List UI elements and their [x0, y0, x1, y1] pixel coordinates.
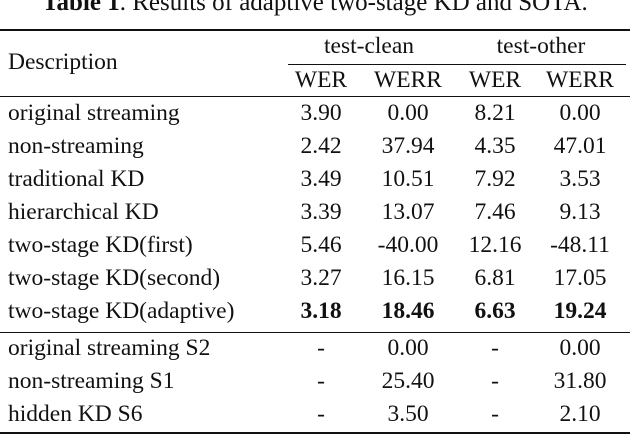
cell-wer-clean: - — [317, 335, 325, 361]
group-header-test-other: test-other — [496, 33, 586, 59]
cell-werr-other: 9.13 — [559, 199, 601, 225]
cell-werr-clean: 0.00 — [387, 335, 429, 361]
cell-wer-other: - — [491, 401, 499, 427]
cell-werr-other: 47.01 — [553, 133, 607, 159]
cell-werr-clean: 3.50 — [387, 401, 429, 427]
row-description: original streaming S2 — [8, 335, 211, 361]
description-header: Description — [8, 49, 118, 75]
group-header-test-clean: test-clean — [323, 33, 415, 59]
caption-text: . Results of adaptive two-stage KD and S… — [119, 0, 588, 16]
cell-wer-clean: 5.46 — [300, 232, 342, 258]
cell-wer-other: 8.21 — [474, 100, 516, 126]
cell-wer-clean: 3.27 — [300, 265, 342, 291]
cell-werr-clean: -40.00 — [377, 232, 439, 258]
cell-wer-other: 7.46 — [474, 199, 516, 225]
row-description: hierarchical KD — [8, 199, 159, 225]
cell-werr-other: 0.00 — [559, 100, 601, 126]
cell-wer-clean: 3.90 — [300, 100, 342, 126]
cell-wer-clean: - — [317, 368, 325, 394]
cell-wer-other: - — [491, 368, 499, 394]
row-description: two-stage KD(first) — [8, 232, 193, 258]
cell-werr-clean: 18.46 — [381, 298, 435, 324]
cell-werr-other: -48.11 — [550, 232, 610, 258]
subheader-werr-other: WERR — [546, 67, 614, 93]
cell-werr-other: 0.00 — [559, 335, 601, 361]
cell-wer-clean: 3.39 — [300, 199, 342, 225]
cell-werr-other: 3.53 — [559, 166, 601, 192]
caption-label: Table 1 — [42, 0, 120, 16]
row-description: hidden KD S6 — [8, 401, 143, 427]
cell-werr-clean: 13.07 — [381, 199, 435, 225]
cell-werr-clean: 16.15 — [381, 265, 435, 291]
row-description: two-stage KD(second) — [8, 265, 221, 291]
cell-werr-other: 17.05 — [553, 265, 607, 291]
cell-wer-clean: 3.18 — [300, 298, 342, 324]
top-rule — [0, 29, 630, 31]
cell-wer-other: 6.81 — [474, 265, 516, 291]
cell-werr-clean: 37.94 — [381, 133, 435, 159]
cell-wer-other: 12.16 — [468, 232, 522, 258]
cell-wer-other: 6.63 — [474, 298, 516, 324]
bottom-rule — [0, 432, 630, 434]
subheader-werr-clean: WERR — [374, 67, 442, 93]
row-description: traditional KD — [8, 166, 145, 192]
cell-werr-clean: 10.51 — [381, 166, 435, 192]
row-description: non-streaming — [8, 133, 144, 159]
cell-werr-clean: 0.00 — [387, 100, 429, 126]
cell-werr-other: 31.80 — [553, 368, 607, 394]
cell-wer-other: - — [491, 335, 499, 361]
group-underline — [288, 64, 626, 65]
cell-wer-other: 7.92 — [474, 166, 516, 192]
section-rule — [0, 332, 630, 333]
row-description: non-streaming S1 — [8, 368, 175, 394]
cell-wer-clean: 3.49 — [300, 166, 342, 192]
header-rule — [0, 96, 630, 97]
cell-werr-other: 2.10 — [559, 401, 601, 427]
subheader-wer-other: WER — [468, 67, 522, 93]
cell-werr-other: 19.24 — [553, 298, 607, 324]
table-caption: Table 1. Results of adaptive two-stage K… — [0, 0, 630, 18]
row-description: two-stage KD(adaptive) — [8, 298, 235, 324]
cell-werr-clean: 25.40 — [381, 368, 435, 394]
cell-wer-other: 4.35 — [474, 133, 516, 159]
cell-wer-clean: - — [317, 401, 325, 427]
subheader-wer-clean: WER — [294, 67, 348, 93]
row-description: original streaming — [8, 100, 180, 126]
cell-wer-clean: 2.42 — [300, 133, 342, 159]
